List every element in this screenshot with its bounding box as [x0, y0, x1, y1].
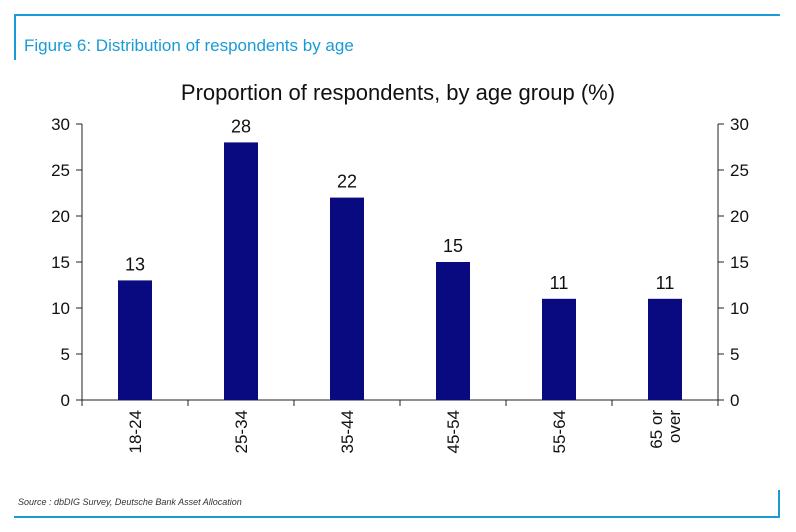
source-note: Source : dbDIG Survey, Deutsche Bank Ass…: [18, 497, 242, 507]
x-tick-label: 35-44: [338, 410, 357, 453]
bar-1: [224, 142, 258, 400]
y-tick-label-left: 10: [51, 299, 70, 318]
y-tick-label-left: 15: [51, 253, 70, 272]
y-tick-label-right: 5: [730, 345, 739, 364]
bar-3: [436, 262, 470, 400]
data-label: 13: [125, 254, 145, 274]
y-tick-label-right: 10: [730, 299, 749, 318]
top-rule: [14, 14, 780, 16]
y-tick-label-left: 20: [51, 207, 70, 226]
y-tick-label-right: 30: [730, 115, 749, 134]
x-tick-label: 18-24: [126, 410, 145, 453]
y-tick-label-right: 15: [730, 253, 749, 272]
bar-2: [330, 197, 364, 400]
left-accent-bar: [14, 16, 16, 60]
x-tick-label: 45-54: [444, 410, 463, 453]
chart-bars: [118, 142, 682, 400]
x-tick-label: over: [665, 410, 684, 443]
chart-title: Proportion of respondents, by age group …: [180, 80, 616, 105]
y-tick-label-right: 20: [730, 207, 749, 226]
data-label: 11: [656, 273, 675, 293]
x-tick-label: 25-34: [232, 410, 251, 453]
chart-labels: 13 18-24 28 25-34 22 35-44 15 45-54 11 55-64 11 65 …: [125, 116, 684, 453]
data-label: 15: [443, 236, 463, 256]
bottom-rule: [14, 516, 780, 518]
x-tick-label: 55-64: [550, 410, 569, 453]
y-tick-label-left: 30: [51, 115, 70, 134]
y-tick-label-right: 25: [730, 161, 749, 180]
y-tick-label-right: 0: [730, 391, 739, 410]
data-label: 28: [231, 116, 251, 136]
chart-axes: 0 5 10 15 20 25 30 0 5 10 15 20 25 30: [51, 115, 749, 410]
figure-title: Figure 6: Distribution of respondents by…: [24, 36, 354, 55]
x-tick-label: 65 or: [647, 410, 666, 449]
right-accent-bar: [778, 490, 780, 518]
data-label: 11: [550, 273, 569, 293]
bar-4: [542, 298, 576, 400]
bar-0: [118, 280, 152, 400]
data-label: 22: [337, 172, 357, 192]
y-tick-label-left: 5: [61, 345, 70, 364]
y-tick-label-left: 25: [51, 161, 70, 180]
bar-5: [648, 298, 682, 400]
y-tick-label-left: 0: [61, 391, 70, 410]
